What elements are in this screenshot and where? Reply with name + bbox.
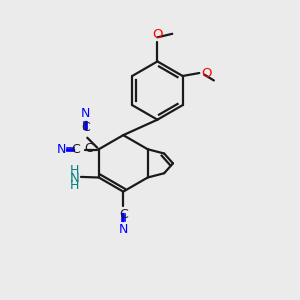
Text: C: C (119, 208, 128, 221)
Text: C: C (81, 121, 89, 134)
Text: N: N (118, 223, 128, 236)
Text: N: N (81, 107, 91, 121)
Text: C: C (72, 143, 80, 156)
Text: N: N (56, 143, 66, 156)
Text: N: N (70, 172, 79, 184)
Text: O: O (201, 67, 212, 80)
Text: O: O (152, 28, 163, 40)
Text: C: C (85, 142, 93, 154)
Text: H: H (70, 179, 79, 192)
Text: H: H (70, 164, 79, 177)
